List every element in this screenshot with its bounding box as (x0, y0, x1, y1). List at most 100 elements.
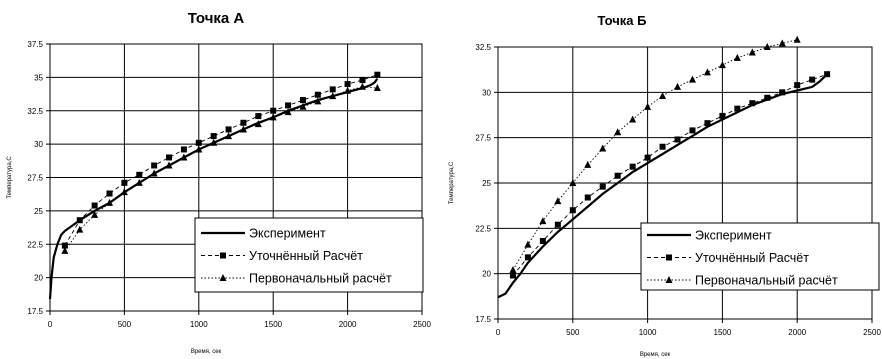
data-point-triangle (165, 161, 173, 169)
y-tick-label: 30 (482, 88, 491, 97)
y-tick-label: 17.5 (475, 315, 491, 324)
data-point-square (794, 82, 801, 89)
data-point-square (764, 94, 771, 101)
data-point-triangle (373, 84, 381, 92)
chart-tochka-a: 0 500 1000 1500 2000 2500 17.5 20 22.5 25 27.5 30 32… (7, 10, 431, 355)
data-point-square (240, 119, 247, 126)
y-tick-label: 35 (34, 73, 43, 82)
data-point-square (824, 71, 831, 78)
data-point-triangle (106, 198, 114, 206)
data-point-square (91, 202, 98, 209)
data-point-triangle (120, 188, 128, 196)
data-point-square (599, 183, 606, 190)
data-point-square (614, 172, 621, 179)
data-point-triangle (674, 82, 682, 90)
data-point-square (539, 238, 546, 245)
data-point-triangle (344, 86, 352, 94)
legend-label: Первоначальный расчёт (695, 274, 838, 288)
y-tick-label: 25 (34, 207, 43, 216)
data-point-square (136, 171, 143, 178)
x-tick-label: 2000 (339, 320, 357, 329)
data-point-triangle (314, 97, 322, 105)
x-tick-label: 2000 (788, 328, 806, 337)
data-point-square (704, 120, 711, 127)
data-point-triangle (299, 102, 307, 110)
series-line-2 (512, 73, 828, 276)
y-tick-label: 27.5 (475, 134, 491, 143)
data-point-triangle (509, 266, 517, 274)
data-point-square (584, 194, 591, 201)
y-tick-label: 22.5 (475, 224, 491, 233)
data-point-triangle (599, 144, 607, 152)
data-point-square (809, 76, 816, 83)
data-point-square (299, 97, 306, 104)
data-point-square (719, 112, 726, 119)
y-tick-label: 25 (482, 179, 491, 188)
data-point-square (180, 146, 187, 153)
legend-marker-triangle (665, 276, 673, 283)
data-point-triangle (524, 240, 532, 248)
legend-marker-square (666, 254, 672, 261)
data-point-square (76, 217, 83, 224)
legend-marker-triangle (219, 274, 227, 281)
legend-marker-square (220, 252, 226, 259)
legend-label: Уточнённый Расчёт (249, 249, 363, 263)
chart-tochka-b: 0 500 1000 1500 2000 2500 17.5 20 22.5 25 27.5 30 32… (449, 13, 881, 358)
y-axis-label: Температура,С (7, 156, 13, 199)
legend-label: Эксперимент (249, 227, 326, 241)
data-point-square (689, 127, 696, 134)
x-tick-label: 2500 (413, 320, 431, 329)
data-point-triangle (748, 48, 756, 56)
data-point-triangle (554, 197, 562, 205)
data-point-square (270, 107, 277, 114)
data-point-square (255, 113, 262, 120)
data-point-square (314, 91, 321, 98)
x-tick-label: 1500 (714, 328, 732, 337)
data-point-square (659, 143, 666, 150)
x-axis-label: Время, сек (640, 352, 671, 358)
data-point-square (374, 71, 381, 78)
data-point-triangle (614, 128, 622, 136)
y-tick-label: 32.5 (27, 107, 43, 116)
data-point-square (359, 77, 366, 84)
data-point-triangle (778, 39, 786, 47)
x-tick-label: 1000 (190, 320, 208, 329)
data-point-triangle (584, 160, 592, 168)
data-point-triangle (91, 210, 99, 218)
x-tick-label: 1000 (639, 328, 657, 337)
series-line-2 (64, 74, 378, 246)
legend-label: Эксперимент (695, 229, 772, 243)
data-point-triangle (659, 91, 667, 99)
data-point-triangle (135, 178, 143, 186)
legend-label: Первоначальный расчёт (249, 272, 392, 286)
data-point-square (674, 136, 681, 143)
data-point-triangle (76, 225, 84, 233)
data-point-triangle (644, 102, 652, 110)
data-point-square (195, 139, 202, 146)
data-point-square (509, 272, 516, 279)
data-point-triangle (239, 125, 247, 133)
y-tick-label: 22.5 (27, 240, 43, 249)
y-tick-label: 32.5 (475, 43, 491, 52)
data-point-square (151, 162, 158, 169)
y-tick-label: 20 (482, 270, 491, 279)
data-point-triangle (688, 75, 696, 83)
x-tick-label: 2500 (863, 328, 881, 337)
data-point-square (166, 154, 173, 161)
data-point-square (569, 207, 576, 214)
x-tick-label: 0 (496, 328, 501, 337)
x-tick-label: 500 (118, 320, 132, 329)
data-point-square (210, 133, 217, 140)
data-point-square (644, 154, 651, 161)
data-point-square (344, 81, 351, 88)
data-point-square (225, 126, 232, 133)
data-point-triangle (61, 246, 69, 254)
y-tick-label: 27.5 (27, 174, 43, 183)
chart-title: Точка А (188, 10, 245, 27)
y-axis-label: Температура,С (449, 161, 455, 204)
x-tick-label: 500 (566, 328, 580, 337)
data-point-triangle (254, 120, 262, 128)
data-point-triangle (195, 145, 203, 153)
chart-title: Точка Б (598, 13, 647, 28)
x-tick-label: 1500 (264, 320, 282, 329)
